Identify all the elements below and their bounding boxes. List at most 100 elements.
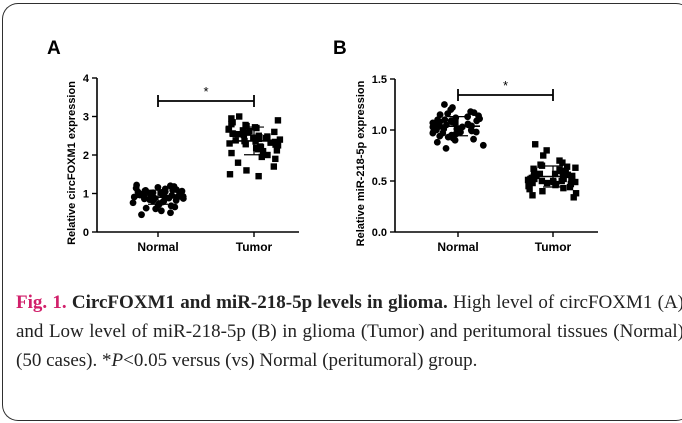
y-axis-label: Relative circFOXM1 expression	[66, 81, 78, 245]
data-point-normal	[467, 108, 475, 116]
data-point-tumor	[240, 131, 248, 139]
data-point-normal	[178, 187, 186, 195]
data-point-tumor	[226, 140, 233, 147]
data-point-tumor	[252, 144, 260, 152]
figure-caption: Fig. 1. CircFOXM1 and miR-218-5p levels …	[16, 288, 682, 375]
data-point-tumor	[234, 131, 242, 138]
data-point-normal	[142, 204, 150, 212]
panel-b-chart: 0.0 0.5 1.0 1.5 Normal Tumor Relative miR-218-…	[355, 74, 598, 254]
y-tick-label: 3	[83, 112, 89, 124]
data-point-tumor	[255, 132, 262, 139]
data-point-normal	[449, 104, 456, 111]
data-point-tumor	[250, 134, 257, 141]
data-point-tumor	[226, 171, 234, 178]
caption-body-2: <0.05 versus (vs) Normal (peritumoral) g…	[123, 350, 478, 371]
significance-star: *	[503, 78, 508, 93]
data-point-normal	[429, 119, 437, 127]
data-point-tumor	[264, 151, 271, 159]
data-point-tumor	[556, 157, 563, 164]
data-point-tumor	[276, 136, 284, 143]
data-point-tumor	[537, 161, 544, 168]
data-point-tumor	[259, 147, 267, 155]
data-point-normal	[133, 181, 141, 189]
data-point-tumor	[560, 184, 567, 192]
data-point-tumor	[229, 130, 237, 138]
y-tick-label: 4	[83, 73, 90, 85]
data-point-tumor	[572, 190, 580, 197]
data-point-normal	[154, 183, 162, 191]
data-point-tumor	[272, 155, 279, 163]
data-point-tumor	[525, 182, 532, 190]
data-point-tumor	[551, 170, 559, 178]
data-point-tumor	[236, 113, 243, 120]
data-point-tumor	[539, 188, 546, 195]
y-axis-label: Relative miR-218-5p expression	[355, 80, 367, 246]
data-point-normal	[149, 189, 157, 197]
data-point-normal	[167, 209, 174, 217]
data-point-tumor	[273, 147, 281, 154]
data-point-normal	[434, 116, 442, 124]
data-point-normal	[166, 182, 174, 190]
y-tick-label: 2	[83, 150, 89, 162]
y-tick-label: 1	[83, 189, 89, 201]
y-tick-label: 0	[83, 227, 89, 239]
x-tick-label-tumor: Tumor	[236, 240, 273, 254]
data-point-normal	[479, 141, 487, 149]
data-point-normal	[130, 193, 138, 201]
data-point-tumor	[567, 180, 575, 188]
figure-frame	[2, 3, 682, 421]
data-point-tumor	[267, 139, 274, 146]
data-point-tumor	[540, 152, 547, 159]
data-point-tumor	[543, 179, 551, 187]
data-point-tumor	[538, 177, 546, 185]
data-point-tumor	[529, 179, 536, 187]
data-point-tumor	[530, 165, 537, 172]
data-point-normal	[138, 211, 145, 219]
data-point-tumor	[258, 153, 265, 161]
data-point-normal	[441, 116, 449, 124]
data-point-normal	[167, 202, 175, 210]
data-point-tumor	[239, 127, 247, 134]
data-point-tumor	[274, 117, 282, 124]
caption-figure-label: Fig. 1.	[16, 292, 67, 313]
panel-a-chart: 0 1 2 3 4 Normal Tumor Relative circFOXM1 expre…	[66, 73, 299, 254]
y-tick-label: 0.0	[372, 227, 387, 239]
data-point-normal	[157, 207, 165, 215]
figure-plots: 0 1 2 3 4 Normal Tumor Relative circFOXM1 expre…	[66, 73, 598, 254]
data-point-tumor	[556, 166, 563, 173]
data-point-tumor	[228, 149, 235, 157]
data-point-tumor	[532, 141, 539, 148]
data-point-tumor	[264, 133, 271, 140]
data-point-normal	[436, 111, 444, 119]
data-point-tumor	[243, 167, 250, 174]
data-point-tumor	[543, 147, 550, 154]
data-point-normal	[142, 187, 150, 194]
data-point-tumor	[228, 115, 235, 122]
data-point-tumor	[255, 172, 262, 180]
data-point-tumor	[570, 194, 577, 201]
data-point-tumor	[563, 163, 571, 170]
significance-star: *	[203, 84, 208, 99]
data-point-normal	[442, 144, 450, 152]
panel-letter-a: A	[47, 38, 61, 59]
data-point-normal	[441, 101, 448, 108]
data-point-tumor	[242, 121, 249, 129]
y-tick-label: 1.5	[372, 74, 387, 86]
panel-letter-b: B	[333, 38, 347, 59]
data-point-normal	[470, 135, 477, 143]
data-point-normal	[431, 126, 438, 134]
data-point-tumor	[529, 192, 536, 199]
caption-p-symbol: P	[111, 350, 124, 371]
y-tick-label: 1.0	[372, 125, 387, 137]
data-point-tumor	[257, 143, 264, 150]
x-tick-label-normal: Normal	[437, 240, 478, 254]
data-point-tumor	[271, 138, 279, 146]
caption-title: CircFOXM1 and miR-218-5p levels in gliom…	[71, 292, 448, 313]
data-point-tumor	[225, 125, 233, 133]
data-point-tumor	[229, 119, 236, 126]
data-point-tumor	[234, 159, 242, 166]
data-point-tumor	[270, 163, 278, 170]
x-tick-label-tumor: Tumor	[535, 240, 572, 254]
data-point-tumor	[271, 128, 278, 136]
data-point-tumor	[246, 127, 253, 135]
